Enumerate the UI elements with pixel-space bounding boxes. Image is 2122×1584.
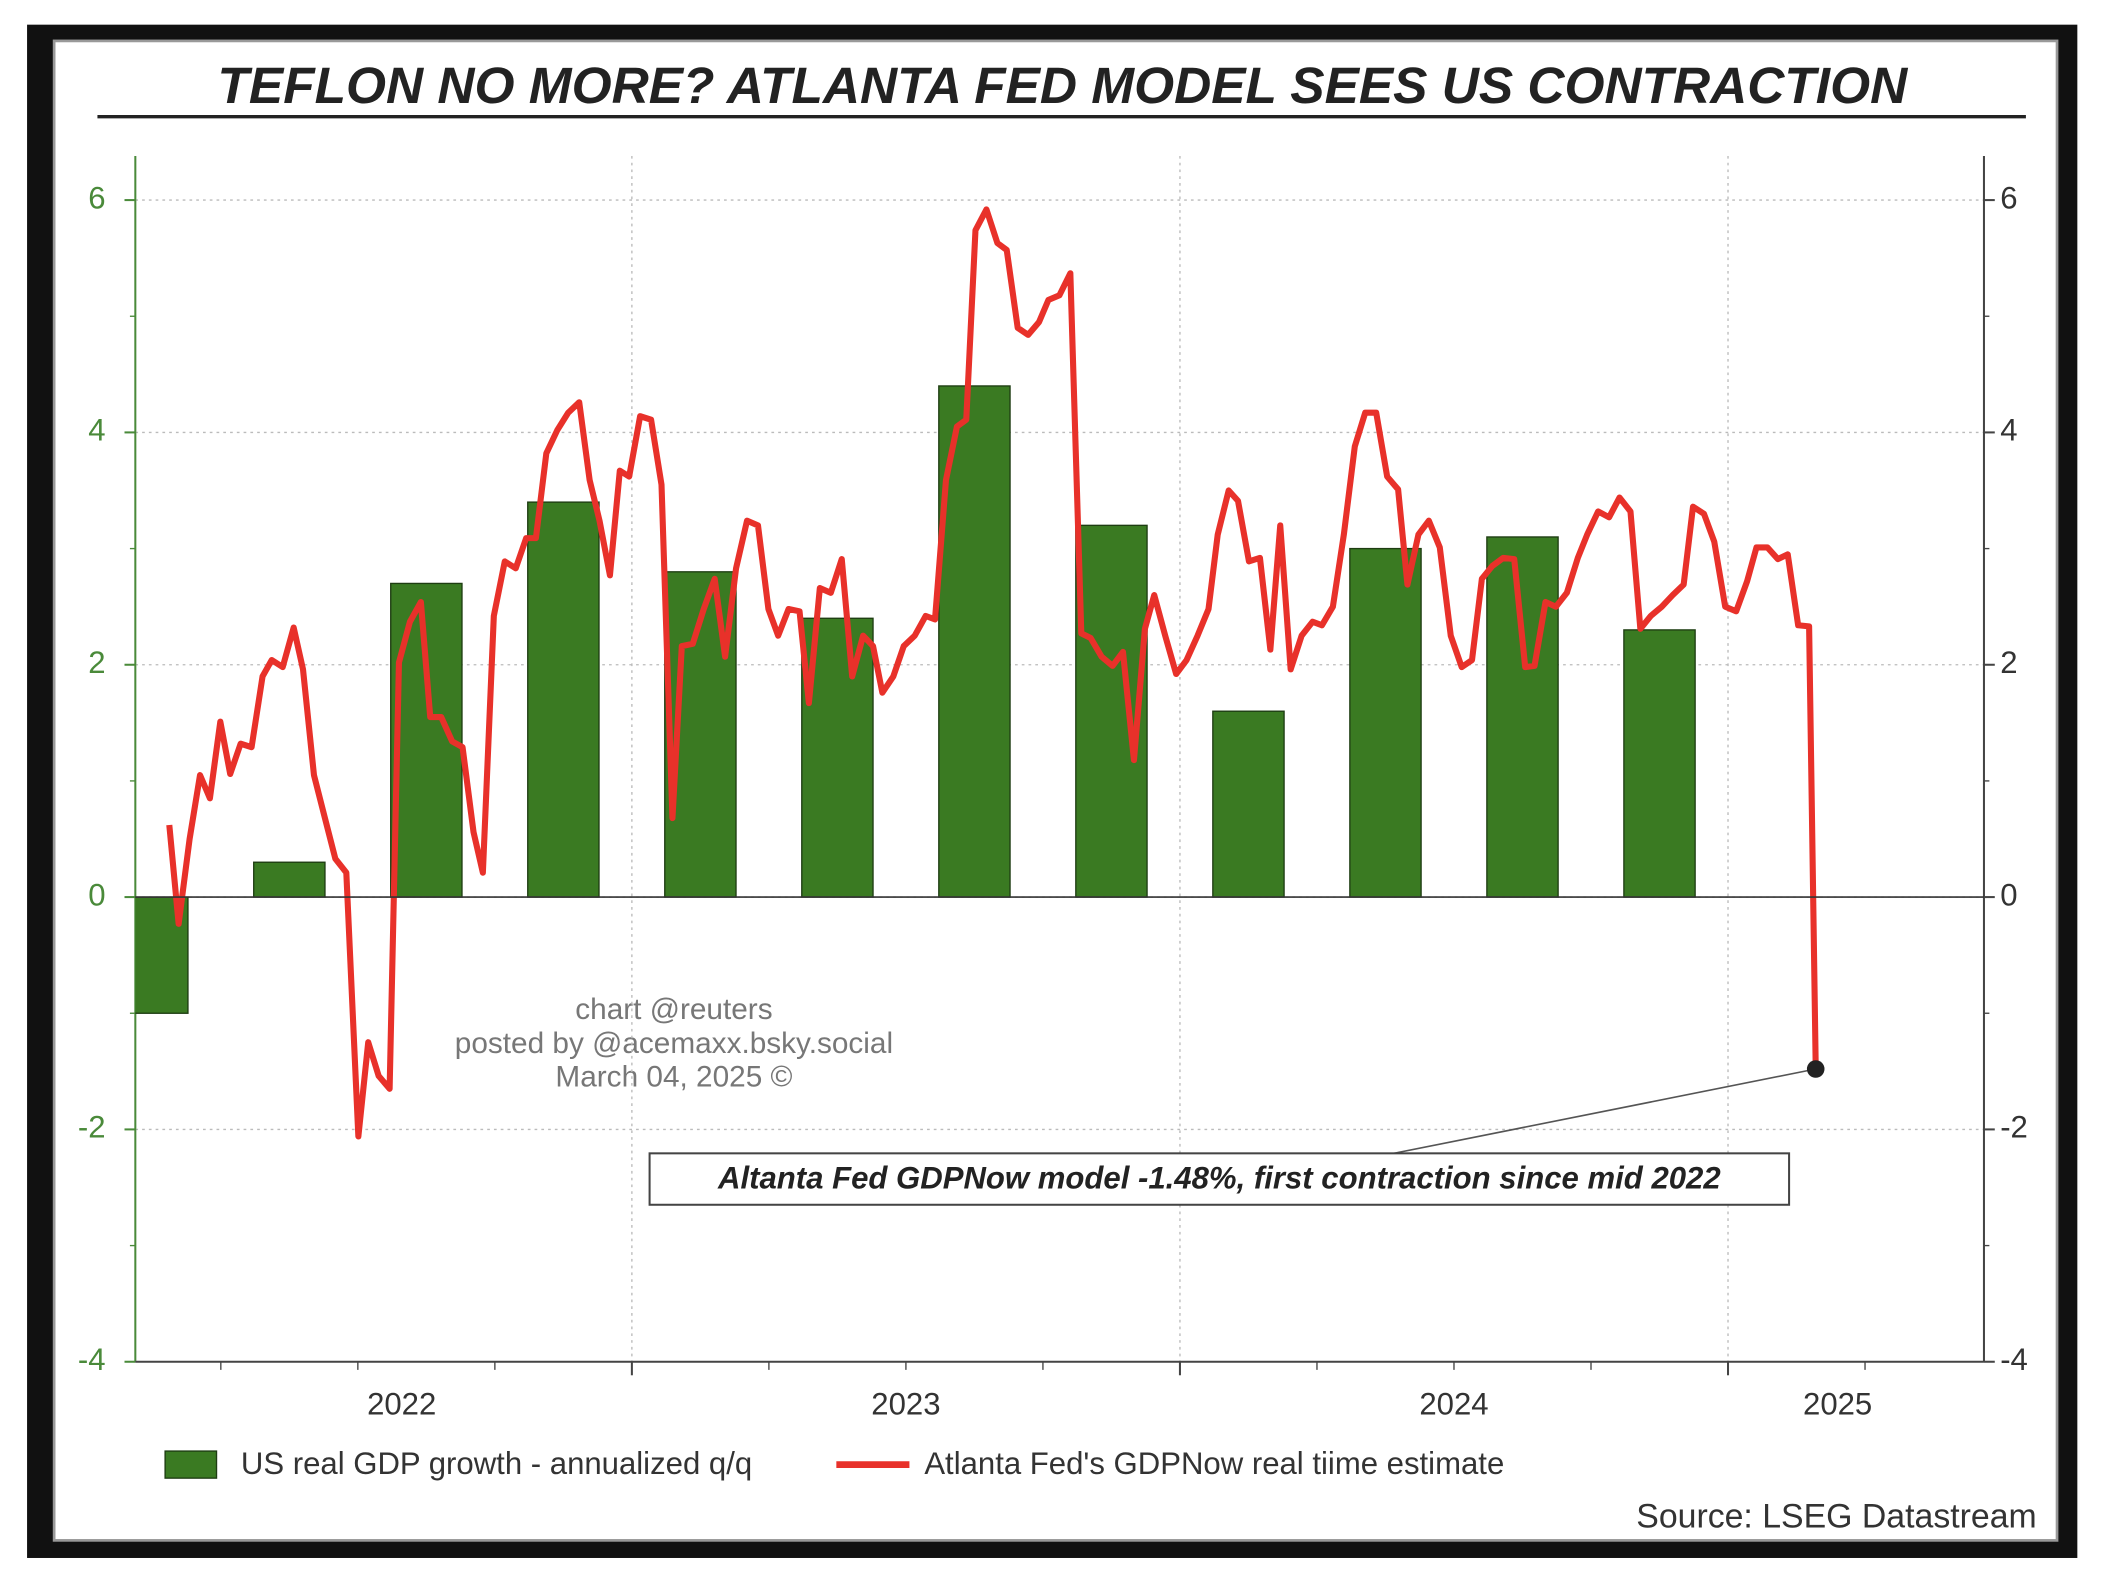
last-point — [1806, 1060, 1825, 1078]
y-tick-label: -4 — [78, 1342, 106, 1377]
annotation-box — [648, 1152, 1791, 1206]
y-tick-label: -2 — [78, 1110, 106, 1145]
y-tick-label: 6 — [88, 180, 105, 215]
watermark: March 04, 2025 © — [555, 1061, 792, 1094]
y2-tick-label: 0 — [2000, 877, 2017, 912]
y2-tick-label: 4 — [2000, 413, 2017, 448]
y-tick-label: 0 — [88, 877, 105, 912]
bar — [1349, 547, 1422, 898]
x-tick-label: 2024 — [1419, 1387, 1488, 1422]
watermark: chart @reuters — [575, 993, 772, 1026]
legend-label: Atlanta Fed's GDPNow real tiime estimate — [924, 1446, 1504, 1481]
y2-tick-label: -2 — [2000, 1110, 2028, 1145]
line — [166, 206, 1819, 1140]
y2-tick-label: 2 — [2000, 645, 2017, 680]
y-tick-label: 4 — [88, 413, 105, 448]
panel — [52, 39, 2059, 1542]
x-tick-label: 2023 — [871, 1387, 940, 1422]
y2-tick-label: -4 — [2000, 1342, 2028, 1377]
legend-swatch — [164, 1450, 218, 1479]
legend-label: US real GDP growth - annualized q/q — [241, 1446, 752, 1481]
y2-tick-label: 6 — [2000, 180, 2017, 215]
watermark: posted by @acemaxx.bsky.social — [455, 1027, 893, 1060]
plot — [135, 206, 1819, 1140]
bar — [1486, 536, 1559, 898]
x-tick-label: 2025 — [1803, 1387, 1872, 1422]
y-tick-label: 2 — [88, 645, 105, 680]
annotation-leader — [1393, 1068, 1816, 1155]
bar — [253, 861, 326, 898]
x-tick-label: 2022 — [367, 1387, 436, 1422]
bar — [1623, 629, 1696, 898]
chart-title: TEFLON NO MORE? ATLANTA FED MODEL SEES U… — [218, 56, 1909, 114]
source: Source: LSEG Datastream — [1636, 1498, 2036, 1536]
annotation: Altanta Fed GDPNow model -1.48%, first c… — [717, 1161, 1721, 1196]
bar — [527, 501, 600, 898]
bar — [1212, 710, 1285, 898]
